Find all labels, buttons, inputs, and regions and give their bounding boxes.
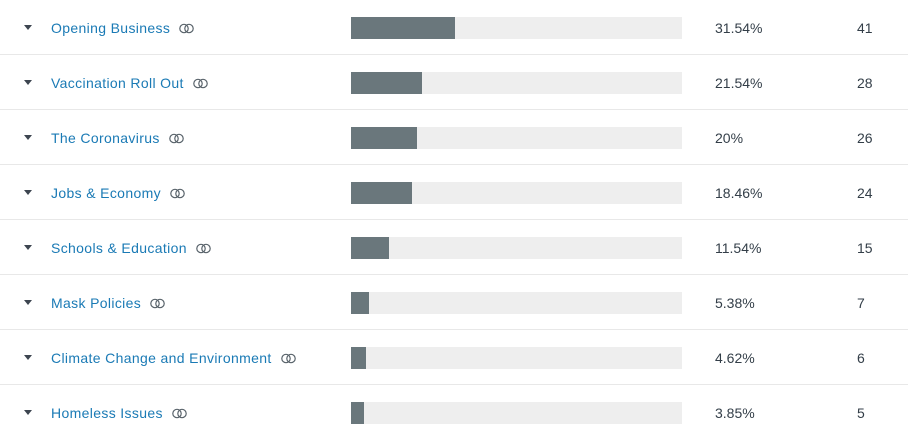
response-count: 24	[857, 185, 873, 201]
percent-value: 18.46%	[715, 185, 763, 201]
link-rings-icon[interactable]	[169, 188, 186, 199]
expand-caret-icon[interactable]	[20, 74, 36, 90]
answer-label-wrap: Climate Change and Environment	[51, 348, 297, 368]
percent-bar-track	[351, 237, 682, 259]
expand-caret-icon[interactable]	[20, 349, 36, 365]
expand-caret-icon[interactable]	[20, 129, 36, 145]
expand-caret-icon[interactable]	[20, 184, 36, 200]
result-row: Homeless Issues 3.85% 5	[0, 385, 908, 440]
percent-bar-fill	[351, 17, 456, 39]
response-count: 41	[857, 20, 873, 36]
result-row: The Coronavirus 20% 26	[0, 110, 908, 165]
link-rings-icon[interactable]	[280, 353, 297, 364]
answer-label-wrap: Vaccination Roll Out	[51, 73, 209, 93]
answer-label-link[interactable]: Vaccination Roll Out	[51, 75, 184, 91]
answer-label-wrap: Mask Policies	[51, 293, 166, 313]
percent-value: 5.38%	[715, 295, 755, 311]
response-count: 15	[857, 240, 873, 256]
percent-bar-track	[351, 17, 682, 39]
percent-bar-track	[351, 347, 682, 369]
percent-bar-track	[351, 182, 682, 204]
answer-label-link[interactable]: Mask Policies	[51, 295, 142, 311]
answer-label-link[interactable]: Opening Business	[51, 20, 171, 36]
result-row: Jobs & Economy 18.46% 24	[0, 165, 908, 220]
expand-caret-icon[interactable]	[20, 294, 36, 310]
link-rings-icon[interactable]	[195, 243, 212, 254]
percent-bar-track	[351, 127, 682, 149]
percent-bar-fill	[351, 292, 369, 314]
link-rings-icon[interactable]	[168, 133, 185, 144]
percent-value: 3.85%	[715, 405, 755, 421]
expand-caret-icon[interactable]	[20, 404, 36, 420]
percent-bar-track	[351, 292, 682, 314]
percent-bar-fill	[351, 72, 423, 94]
percent-bar-track	[351, 402, 682, 424]
answer-label-link[interactable]: Jobs & Economy	[51, 185, 161, 201]
response-count: 6	[857, 350, 865, 366]
result-row: Opening Business 31.54% 41	[0, 0, 908, 55]
response-count: 28	[857, 75, 873, 91]
percent-value: 11.54%	[715, 240, 762, 256]
result-row: Mask Policies 5.38% 7	[0, 275, 908, 330]
link-rings-icon[interactable]	[171, 408, 188, 419]
response-count: 26	[857, 130, 873, 146]
answer-label-wrap: Schools & Education	[51, 238, 212, 258]
answer-label-link[interactable]: The Coronavirus	[51, 130, 160, 146]
percent-value: 20%	[715, 130, 744, 146]
answer-label-wrap: Jobs & Economy	[51, 183, 186, 203]
answer-label-link[interactable]: Schools & Education	[51, 240, 187, 256]
percent-bar-fill	[351, 182, 413, 204]
percent-bar-fill	[351, 402, 364, 424]
answer-label-link[interactable]: Homeless Issues	[51, 405, 163, 421]
percent-bar-fill	[351, 347, 367, 369]
expand-caret-icon[interactable]	[20, 19, 36, 35]
link-rings-icon[interactable]	[178, 23, 195, 34]
percent-bar-fill	[351, 127, 418, 149]
result-row: Schools & Education 11.54% 15	[0, 220, 908, 275]
link-rings-icon[interactable]	[149, 298, 166, 309]
answer-label-wrap: The Coronavirus	[51, 128, 185, 148]
percent-value: 4.62%	[715, 350, 755, 366]
result-row: Vaccination Roll Out 21.54% 28	[0, 55, 908, 110]
answer-label-wrap: Opening Business	[51, 18, 195, 38]
response-count: 7	[857, 295, 865, 311]
percent-bar-fill	[351, 237, 390, 259]
percent-value: 21.54%	[715, 75, 763, 91]
answer-label-wrap: Homeless Issues	[51, 403, 188, 423]
response-count: 5	[857, 405, 865, 421]
link-rings-icon[interactable]	[192, 78, 209, 89]
expand-caret-icon[interactable]	[20, 239, 36, 255]
percent-bar-track	[351, 72, 682, 94]
answer-label-link[interactable]: Climate Change and Environment	[51, 350, 272, 366]
percent-value: 31.54%	[715, 20, 763, 36]
result-row: Climate Change and Environment 4.62% 6	[0, 330, 908, 385]
